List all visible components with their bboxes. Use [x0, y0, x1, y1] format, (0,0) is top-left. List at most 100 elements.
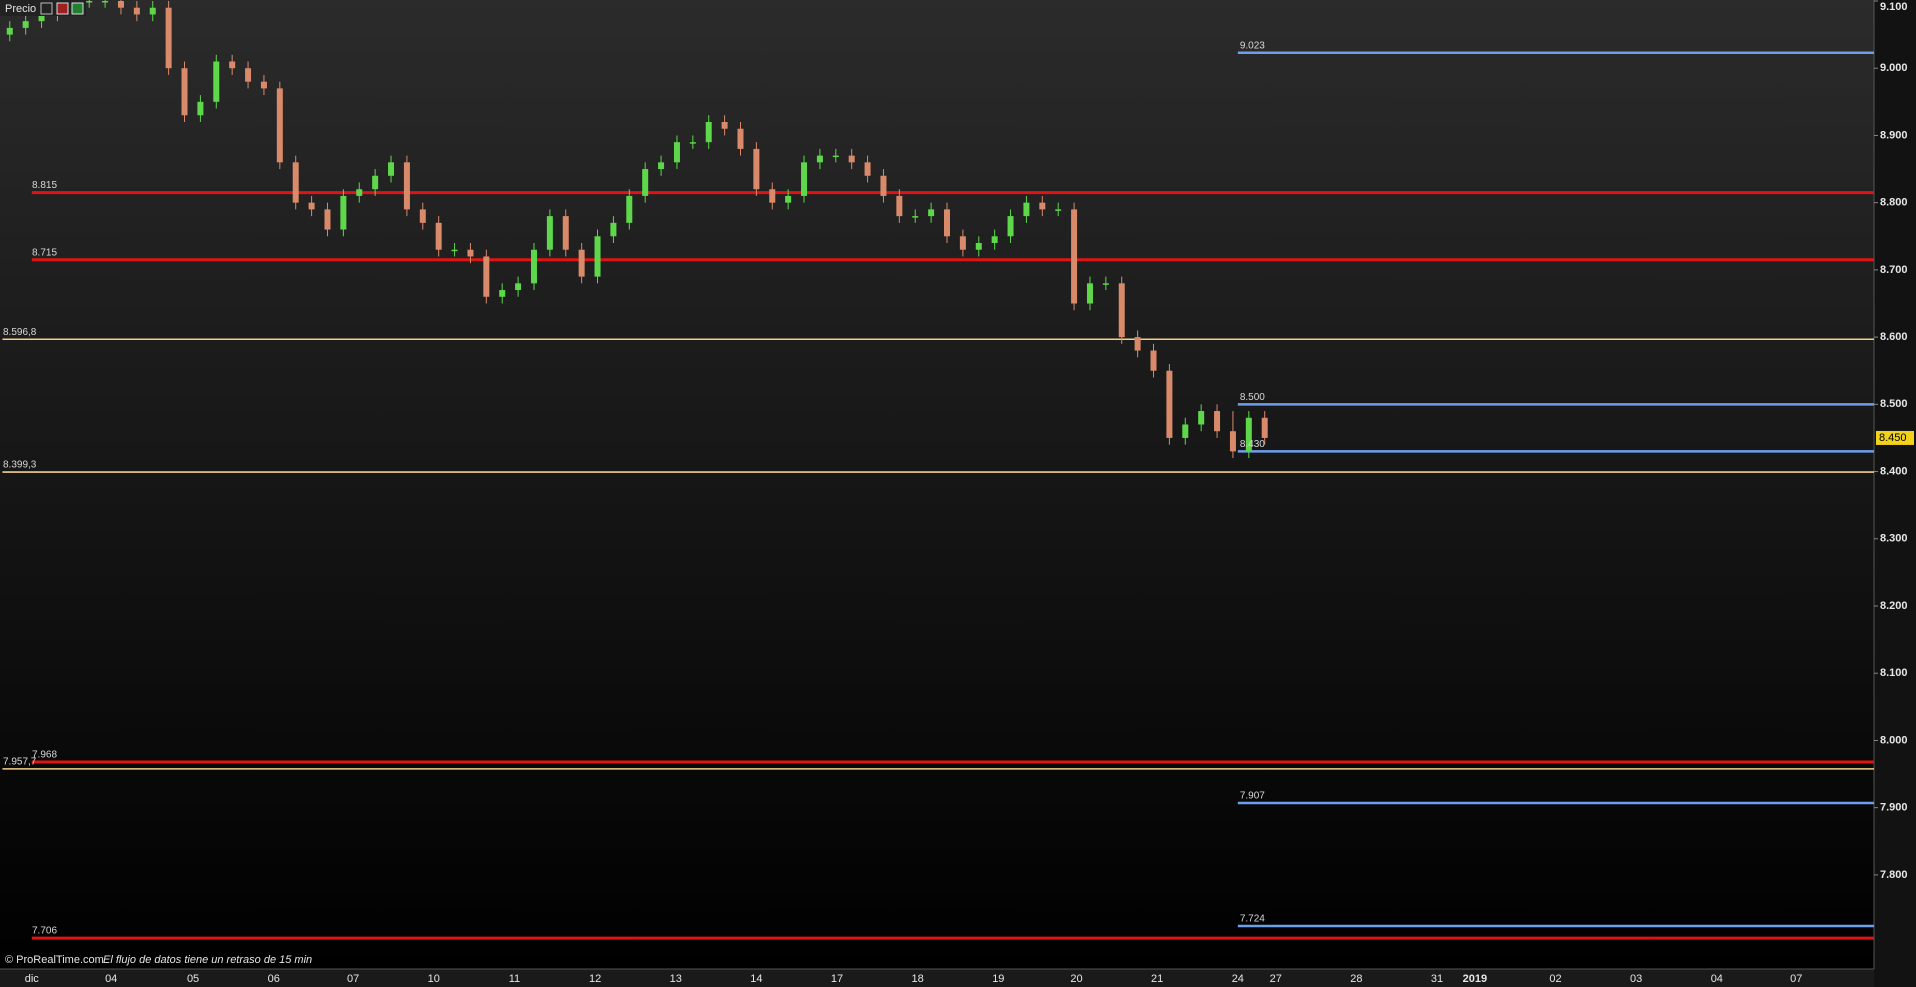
candle-body — [832, 155, 839, 158]
price-level-label: 8.430 — [1240, 439, 1265, 450]
candle-body — [1118, 283, 1125, 338]
candle-body — [102, 1, 109, 3]
price-level-label: 7.724 — [1240, 914, 1265, 925]
y-tick-label: 8.600 — [1880, 331, 1908, 343]
y-tick-label: 7.800 — [1880, 869, 1908, 881]
candle-body — [388, 162, 395, 176]
candle-body — [944, 209, 951, 237]
y-tick-label: 8.300 — [1880, 533, 1908, 545]
candle-body — [1039, 202, 1046, 210]
candle-body — [467, 249, 474, 257]
x-axis-area — [0, 969, 1874, 987]
candle-body — [499, 290, 506, 297]
candle-body — [1166, 370, 1173, 438]
candle-body — [260, 81, 267, 89]
price-level-label: 9.023 — [1240, 40, 1265, 51]
candle-body — [356, 189, 363, 196]
x-tick-label: 24 — [1232, 973, 1244, 985]
y-axis-area — [1874, 0, 1916, 987]
price-level-label: 7.706 — [32, 926, 57, 937]
delay-note: El flujo de datos tiene un retraso de 15… — [103, 954, 312, 966]
price-level-label: 8.500 — [1240, 392, 1265, 403]
price-level-label: 7.957,7 — [3, 757, 37, 768]
candle-body — [419, 209, 426, 223]
candle-body — [133, 7, 140, 15]
candle-body — [1134, 337, 1141, 351]
candle-body — [880, 175, 887, 196]
x-tick-label: 06 — [268, 973, 280, 985]
y-tick-label: 8.800 — [1880, 197, 1908, 209]
candle-body — [705, 122, 712, 143]
x-tick-label: 17 — [831, 973, 843, 985]
candle-body — [403, 162, 410, 210]
price-level-label: 8.715 — [32, 247, 57, 258]
candle-body — [578, 249, 585, 277]
settings-icon[interactable] — [40, 2, 53, 15]
candle-body — [197, 101, 204, 116]
candle-body — [86, 1, 93, 3]
x-tick-label: 20 — [1070, 973, 1082, 985]
candle-body — [721, 122, 728, 129]
candle-body — [435, 222, 442, 250]
candle-body — [229, 61, 236, 69]
candle-body — [1214, 411, 1221, 432]
candle-body — [245, 68, 252, 82]
candle-body — [483, 256, 490, 297]
y-tick-label: 8.700 — [1880, 264, 1908, 276]
candle-body — [213, 61, 220, 102]
candle-body — [642, 169, 649, 196]
candle-body — [1245, 417, 1252, 452]
footnote: © ProRealTime.com — [5, 954, 104, 966]
candle-body — [372, 175, 379, 190]
x-tick-label: 10 — [428, 973, 440, 985]
last-price-box — [1876, 430, 1914, 445]
remove-icon[interactable] — [56, 2, 69, 15]
add-icon[interactable] — [71, 2, 84, 15]
x-tick-label: 28 — [1350, 973, 1362, 985]
candle-body — [912, 216, 919, 218]
y-tick-label: 8.000 — [1880, 734, 1908, 746]
x-tick-label: 03 — [1630, 973, 1642, 985]
last-price-label: 8.450 — [1879, 432, 1907, 444]
candle-body — [689, 142, 696, 144]
x-tick-label: 18 — [912, 973, 924, 985]
candle-body — [292, 162, 299, 203]
y-tick-label: 9.100 — [1880, 1, 1908, 13]
candle-body — [753, 148, 760, 190]
candle-body — [38, 14, 45, 22]
candle-body — [896, 195, 903, 217]
candle-body — [975, 243, 982, 250]
candle-body — [864, 162, 871, 176]
candle-body — [117, 1, 124, 8]
plot — [2, 0, 1874, 940]
candle-body — [928, 209, 935, 217]
y-tick-label: 8.500 — [1880, 398, 1908, 410]
x-tick-label: 05 — [187, 973, 199, 985]
candle-body — [1023, 202, 1030, 217]
candle-body — [769, 189, 776, 203]
x-tick-label: 13 — [670, 973, 682, 985]
candle-body — [801, 162, 808, 196]
candle-body — [1102, 283, 1109, 285]
candle-body — [451, 249, 458, 252]
candle-body — [165, 7, 172, 69]
candle-body — [1086, 283, 1093, 304]
candle-body — [1007, 216, 1014, 237]
candle-body — [737, 128, 744, 149]
price-level-label: 7.907 — [1240, 791, 1265, 802]
candle-body — [324, 209, 331, 230]
x-tick-label: 21 — [1151, 973, 1163, 985]
y-tick-label: 8.200 — [1880, 600, 1908, 612]
price-level-label: 8.815 — [32, 180, 57, 191]
candle-body — [546, 216, 553, 250]
candle-body — [658, 162, 665, 170]
candle-body — [1150, 350, 1157, 371]
candle-body — [1261, 417, 1268, 438]
candle-body — [594, 236, 601, 277]
candle-body — [1182, 424, 1189, 438]
candle-body — [22, 21, 29, 28]
price-level-label: 8.399,3 — [3, 460, 37, 471]
x-tick-label: 31 — [1431, 973, 1443, 985]
candle-body — [276, 88, 283, 163]
